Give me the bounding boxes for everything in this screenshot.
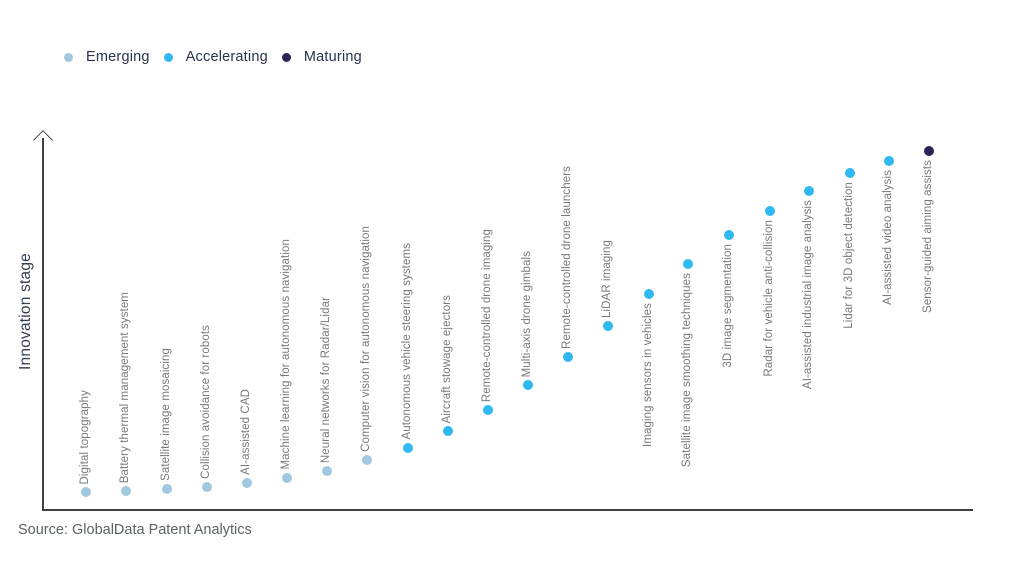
data-point-label: LiDAR imaging bbox=[601, 240, 613, 318]
data-point-label: Radar for vehicle anti-collision bbox=[763, 220, 775, 377]
data-point-label: Digital topography bbox=[79, 389, 91, 485]
legend-item-maturing: Maturing bbox=[281, 49, 362, 65]
data-point-dot bbox=[603, 321, 613, 331]
data-point-dot bbox=[403, 443, 413, 453]
data-point-label: Autonomous vehicle steering systems bbox=[401, 243, 413, 440]
legend-label: Accelerating bbox=[185, 49, 268, 65]
data-point-dot bbox=[884, 156, 894, 166]
data-point-dot bbox=[724, 230, 734, 240]
emerging-dot-icon bbox=[64, 52, 73, 62]
data-point-label: Machine learning for autonomous navigati… bbox=[280, 239, 292, 470]
data-point-label: Sensor-guided aiming assists bbox=[922, 160, 934, 314]
data-point-label: Satellite image mosaicing bbox=[160, 348, 172, 481]
data-point-dot bbox=[924, 146, 934, 156]
data-point-dot bbox=[202, 482, 212, 492]
chart-legend: Emerging Accelerating Maturing bbox=[64, 49, 376, 65]
data-point-label: Imaging sensors in vehicles bbox=[642, 303, 654, 447]
y-axis-title: Innovation stage bbox=[17, 253, 34, 370]
legend-label: Maturing bbox=[303, 49, 362, 65]
data-point-dot bbox=[81, 487, 91, 497]
data-point-dot bbox=[845, 168, 855, 178]
data-point-label: Remote-controlled drone imaging bbox=[481, 228, 493, 402]
maturing-dot-icon bbox=[281, 52, 291, 62]
legend-label: Emerging bbox=[86, 49, 150, 65]
data-point-label: Computer vision for autonomous navigatio… bbox=[360, 226, 372, 452]
data-point-label: AI-assisted video analysis bbox=[882, 170, 894, 305]
data-point-dot bbox=[443, 426, 453, 436]
data-point-dot bbox=[282, 473, 292, 483]
data-point-label: AI-assisted industrial image analysis bbox=[802, 200, 814, 390]
data-point-dot bbox=[162, 484, 172, 494]
source-text: Source: GlobalData Patent Analytics bbox=[18, 522, 252, 538]
data-point-label: Aircraft stowage ejectors bbox=[441, 294, 453, 423]
data-point-dot bbox=[765, 206, 775, 216]
data-point-label: Remote-controlled drone launchers bbox=[561, 166, 573, 349]
data-point-dot bbox=[242, 478, 252, 488]
data-point-dot bbox=[121, 486, 131, 496]
data-point-label: AI-assisted CAD bbox=[240, 389, 252, 475]
data-point-label: Multi-axis drone gimbals bbox=[521, 250, 533, 377]
data-point-dot bbox=[683, 259, 693, 269]
data-point-label: Collision avoidance for robots bbox=[200, 325, 212, 479]
data-point-dot bbox=[322, 466, 332, 476]
data-point-dot bbox=[563, 352, 573, 362]
data-point-label: 3D image segmentation bbox=[722, 244, 734, 368]
legend-item-emerging: Emerging bbox=[64, 49, 150, 65]
data-point-dot bbox=[362, 455, 372, 465]
y-axis-line bbox=[42, 138, 44, 510]
data-point-label: Neural networks for Radar/Lidar bbox=[320, 296, 332, 463]
accelerating-dot-icon bbox=[163, 52, 173, 62]
data-point-dot bbox=[483, 405, 493, 415]
data-point-dot bbox=[523, 380, 533, 390]
data-point-label: Satellite image smoothing techniques bbox=[681, 273, 693, 468]
data-point-dot bbox=[804, 186, 814, 196]
x-axis-line bbox=[42, 509, 973, 511]
data-point-label: Battery thermal management system bbox=[119, 291, 131, 483]
legend-item-accelerating: Accelerating bbox=[163, 49, 268, 65]
data-point-label: Lidar for 3D object detection bbox=[843, 182, 855, 329]
data-point-dot bbox=[644, 289, 654, 299]
